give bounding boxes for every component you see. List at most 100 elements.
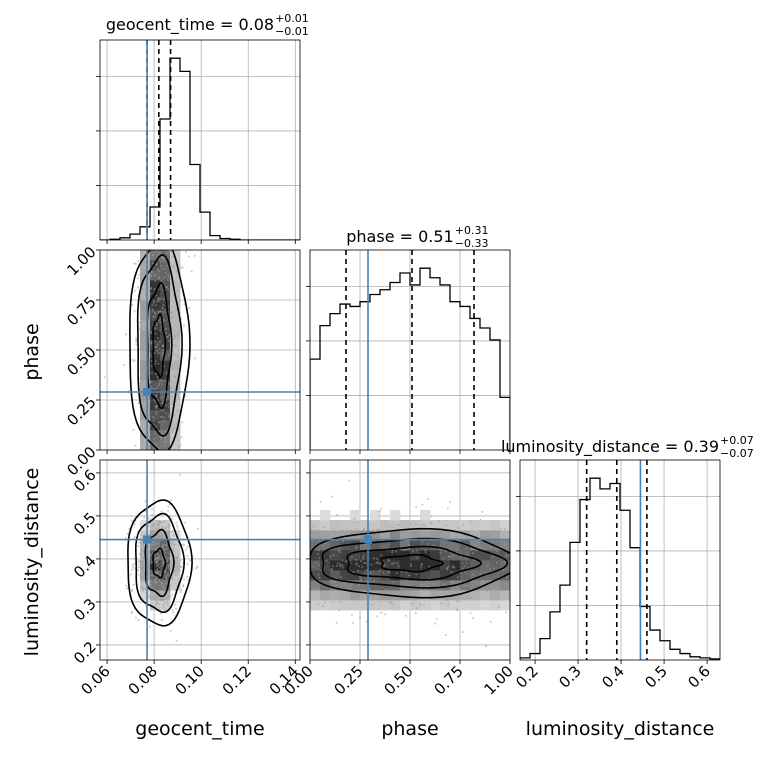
scatter-point: [445, 524, 448, 527]
density-cell: [470, 560, 481, 571]
scatter-point: [158, 592, 161, 595]
scatter-point: [378, 510, 381, 513]
scatter-point: [168, 568, 171, 571]
scatter-point: [472, 573, 475, 576]
density-cell: [160, 270, 171, 281]
scatter-point: [362, 557, 365, 560]
scatter-point: [141, 569, 144, 572]
scatter-point: [432, 544, 435, 547]
scatter-point: [349, 588, 352, 591]
scatter-point: [363, 554, 366, 557]
density-cell: [450, 570, 461, 581]
scatter-point: [156, 436, 159, 439]
density-cell: [500, 530, 510, 541]
scatter-point: [151, 574, 154, 577]
density-cell: [380, 540, 391, 551]
scatter-point: [158, 382, 161, 385]
scatter-point: [148, 559, 151, 562]
scatter-point: [165, 285, 168, 288]
scatter-point: [449, 548, 452, 551]
scatter-point: [479, 546, 482, 549]
scatter-point: [164, 331, 167, 334]
scatter-point: [170, 316, 173, 319]
scatter-point: [504, 542, 507, 545]
scatter-point: [496, 540, 499, 543]
scatter-point: [144, 510, 147, 513]
scatter-point: [159, 532, 162, 535]
scatter-point: [182, 585, 185, 588]
scatter-point: [154, 346, 157, 349]
scatter-point: [137, 568, 140, 571]
scatter-point: [416, 607, 419, 610]
scatter-point: [351, 556, 354, 559]
x-tick-label: 0.6: [684, 662, 714, 692]
scatter-point: [168, 552, 171, 555]
scatter-point: [168, 413, 171, 416]
density-cell: [440, 570, 451, 581]
density-cell: [140, 440, 151, 450]
scatter-point: [143, 565, 146, 568]
scatter-point: [154, 312, 157, 315]
scatter-point: [167, 505, 170, 508]
scatter-point: [384, 613, 387, 616]
scatter-point: [183, 324, 186, 327]
scatter-point: [124, 536, 127, 539]
scatter-point: [142, 556, 145, 559]
scatter-point: [434, 622, 437, 625]
scatter-point: [335, 621, 338, 624]
scatter-point: [159, 574, 162, 577]
density-cell: [150, 410, 161, 421]
scatter-point: [133, 359, 136, 362]
scatter-point: [152, 586, 155, 589]
density-cell: [150, 600, 161, 611]
scatter-point: [393, 531, 396, 534]
scatter-point: [451, 566, 454, 569]
density-cell: [400, 570, 411, 581]
panel-2d-geocent_time-vs-phase: 0.000.250.500.751.00: [63, 243, 301, 479]
density-cell: [370, 590, 381, 601]
scatter-point: [134, 616, 137, 619]
density-cell: [470, 550, 481, 561]
density-cell: [330, 590, 341, 601]
scatter-point: [161, 561, 164, 564]
scatter-point: [368, 577, 371, 580]
density-cell: [140, 430, 151, 441]
density-cell: [440, 520, 451, 531]
scatter-point: [194, 357, 197, 360]
scatter-point: [174, 607, 177, 610]
density-cell: [450, 520, 461, 531]
scatter-point: [375, 561, 378, 564]
scatter-point: [466, 535, 469, 538]
scatter-point: [168, 536, 171, 539]
scatter-point: [430, 515, 433, 518]
density-cell: [460, 600, 471, 611]
density-cell: [340, 570, 351, 581]
scatter-point: [467, 584, 470, 587]
scatter-point: [457, 527, 460, 530]
density-cell: [170, 400, 181, 411]
density-cell: [150, 400, 161, 411]
scatter-point: [164, 601, 167, 604]
density-cell: [430, 600, 441, 611]
scatter-point: [162, 520, 165, 523]
scatter-point: [165, 577, 168, 580]
scatter-point: [139, 388, 142, 391]
scatter-point: [155, 603, 158, 606]
scatter-point: [150, 579, 153, 582]
scatter-point: [177, 331, 180, 334]
scatter-point: [463, 565, 466, 568]
scatter-point: [165, 566, 168, 569]
scatter-point: [378, 562, 381, 565]
scatter-point: [125, 333, 128, 336]
scatter-point: [436, 618, 439, 621]
scatter-point: [489, 620, 492, 623]
scatter-point: [323, 601, 326, 604]
scatter-point: [148, 372, 151, 375]
scatter-point: [151, 304, 154, 307]
scatter-point: [174, 603, 177, 606]
scatter-point: [170, 558, 173, 561]
scatter-point: [159, 612, 162, 615]
scatter-point: [351, 622, 354, 625]
density-cell: [460, 590, 471, 601]
scatter-point: [317, 529, 320, 532]
